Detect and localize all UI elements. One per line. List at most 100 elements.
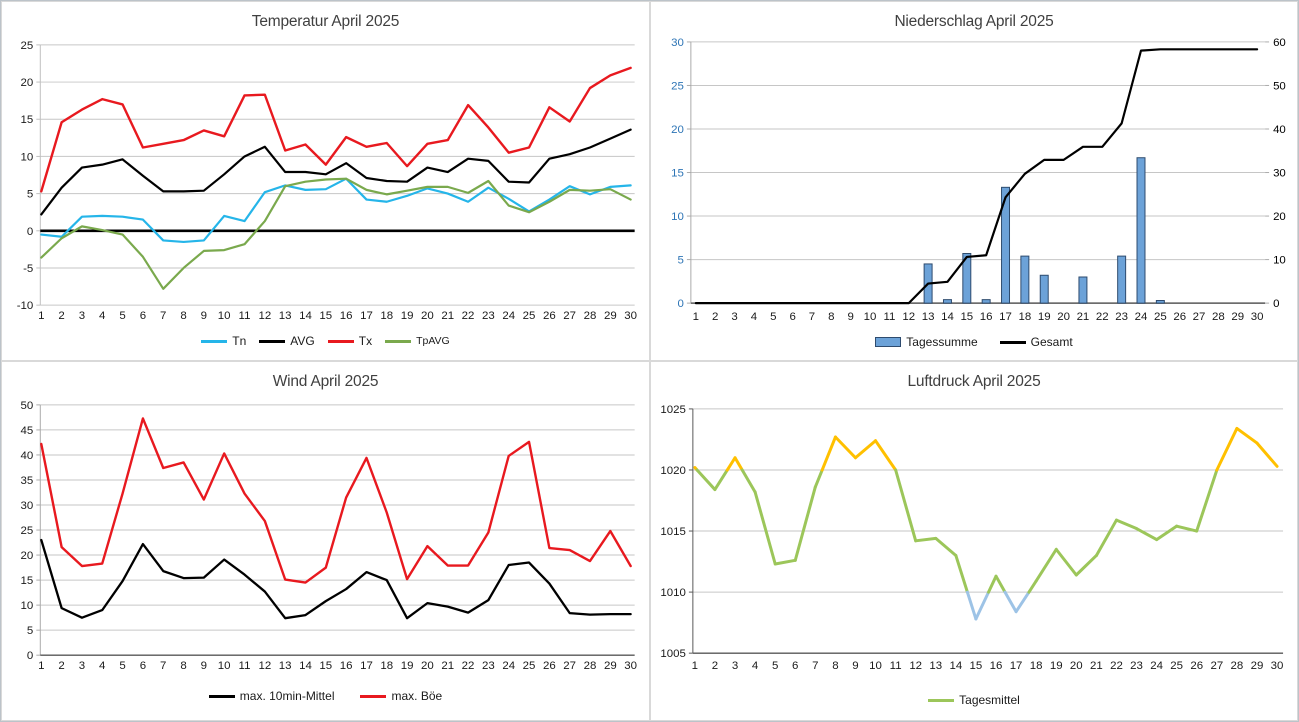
legend-label: max. Böe — [391, 689, 443, 703]
temperature-title: Temperatur April 2025 — [251, 13, 400, 30]
svg-text:29: 29 — [604, 310, 617, 322]
svg-text:2: 2 — [58, 310, 64, 322]
wind-title: Wind April 2025 — [272, 373, 379, 390]
svg-text:26: 26 — [1190, 660, 1203, 672]
svg-text:50: 50 — [21, 400, 34, 412]
svg-text:19: 19 — [401, 310, 414, 322]
legend-item-max-10min-mittel: max. 10min-Mittel — [208, 689, 334, 703]
svg-text:18: 18 — [1019, 311, 1032, 323]
svg-text:27: 27 — [1193, 311, 1206, 323]
legend-label: Tx — [358, 334, 373, 348]
svg-text:29: 29 — [604, 660, 617, 672]
svg-text:1: 1 — [692, 660, 698, 672]
line-swatch — [360, 694, 387, 698]
svg-text:20: 20 — [21, 550, 34, 562]
svg-text:17: 17 — [1010, 660, 1023, 672]
svg-text:20: 20 — [1273, 211, 1286, 223]
svg-text:4: 4 — [752, 660, 759, 672]
svg-text:10: 10 — [21, 600, 34, 612]
svg-text:28: 28 — [1212, 311, 1225, 323]
svg-text:9: 9 — [848, 311, 854, 323]
svg-text:0: 0 — [1273, 298, 1279, 310]
svg-text:7: 7 — [812, 660, 818, 672]
svg-text:7: 7 — [160, 660, 166, 672]
svg-text:35: 35 — [21, 475, 34, 487]
svg-text:21: 21 — [1077, 311, 1090, 323]
svg-text:20: 20 — [1070, 660, 1083, 672]
svg-text:8: 8 — [180, 310, 186, 322]
svg-text:17: 17 — [360, 660, 373, 672]
svg-text:5: 5 — [119, 660, 125, 672]
wind-legend: max. 10min-Mittel max. Böe — [2, 689, 649, 703]
svg-text:26: 26 — [543, 310, 556, 322]
legend-label: AVG — [290, 334, 315, 348]
svg-text:15: 15 — [21, 114, 34, 126]
svg-text:5: 5 — [772, 660, 778, 672]
svg-text:25: 25 — [523, 310, 536, 322]
svg-text:18: 18 — [380, 310, 393, 322]
svg-text:1010: 1010 — [660, 587, 685, 599]
svg-text:40: 40 — [21, 450, 34, 462]
svg-text:9: 9 — [852, 660, 858, 672]
svg-text:30: 30 — [1273, 168, 1286, 180]
svg-text:21: 21 — [1090, 660, 1103, 672]
svg-text:24: 24 — [1150, 660, 1163, 672]
svg-text:15: 15 — [970, 660, 983, 672]
temperature-panel: Temperatur April 2025 -10 -5 0 5 10 15 20 25 1 2 3… — [1, 1, 650, 361]
svg-text:-5: -5 — [23, 263, 33, 275]
svg-text:18: 18 — [1030, 660, 1043, 672]
svg-text:0: 0 — [27, 650, 33, 662]
svg-text:24: 24 — [502, 310, 515, 322]
svg-text:8: 8 — [180, 660, 186, 672]
svg-text:17: 17 — [360, 310, 373, 322]
svg-text:1020: 1020 — [660, 465, 685, 477]
svg-text:20: 20 — [21, 77, 34, 89]
svg-text:24: 24 — [502, 660, 515, 672]
svg-text:3: 3 — [79, 310, 85, 322]
svg-text:30: 30 — [671, 37, 684, 49]
svg-text:12: 12 — [902, 311, 915, 323]
legend-item-tn: Tn — [201, 334, 246, 348]
line-swatch — [201, 339, 228, 343]
legend-label: Tagesmittel — [959, 693, 1020, 707]
svg-text:4: 4 — [99, 310, 106, 322]
svg-text:15: 15 — [21, 575, 34, 587]
svg-text:10: 10 — [218, 660, 231, 672]
svg-text:18: 18 — [380, 660, 393, 672]
svg-text:0: 0 — [678, 298, 684, 310]
svg-text:13: 13 — [279, 310, 292, 322]
svg-text:10: 10 — [218, 310, 231, 322]
precipitation-title: Niederschlag April 2025 — [894, 13, 1054, 30]
svg-text:26: 26 — [543, 660, 556, 672]
svg-text:20: 20 — [1057, 311, 1070, 323]
svg-text:30: 30 — [624, 310, 637, 322]
svg-text:6: 6 — [140, 660, 146, 672]
svg-text:0: 0 — [27, 226, 33, 238]
svg-text:1: 1 — [38, 660, 44, 672]
line-swatch — [928, 698, 955, 702]
svg-text:-10: -10 — [17, 300, 34, 312]
svg-text:25: 25 — [21, 40, 34, 52]
svg-text:20: 20 — [421, 660, 434, 672]
svg-text:1025: 1025 — [660, 404, 685, 416]
svg-text:15: 15 — [319, 310, 332, 322]
legend-label: Tagessumme — [906, 335, 978, 349]
svg-text:17: 17 — [999, 311, 1012, 323]
svg-text:10: 10 — [671, 211, 684, 223]
svg-text:11: 11 — [890, 660, 902, 672]
svg-text:5: 5 — [770, 311, 776, 323]
svg-text:45: 45 — [21, 425, 34, 437]
svg-text:4: 4 — [751, 311, 758, 323]
svg-text:3: 3 — [732, 660, 738, 672]
svg-text:30: 30 — [1271, 660, 1284, 672]
svg-text:9: 9 — [201, 310, 207, 322]
svg-text:16: 16 — [340, 660, 353, 672]
svg-text:22: 22 — [462, 310, 475, 322]
svg-text:28: 28 — [584, 660, 597, 672]
svg-text:1005: 1005 — [660, 648, 685, 660]
svg-text:15: 15 — [671, 168, 684, 180]
